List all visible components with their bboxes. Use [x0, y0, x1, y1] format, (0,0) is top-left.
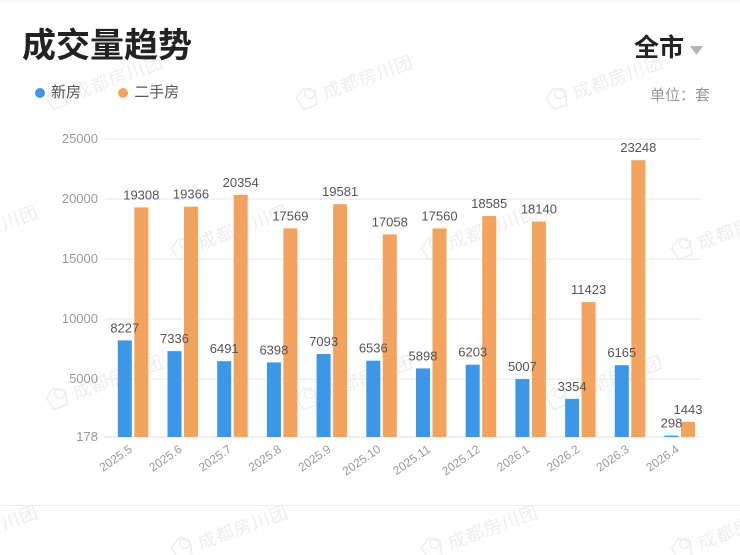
- svg-text:1443: 1443: [674, 402, 703, 417]
- svg-text:15000: 15000: [62, 251, 98, 266]
- svg-text:20000: 20000: [62, 191, 98, 206]
- svg-text:6536: 6536: [359, 341, 388, 356]
- svg-text:19308: 19308: [123, 187, 159, 202]
- svg-text:298: 298: [661, 416, 683, 431]
- svg-text:7336: 7336: [160, 331, 189, 346]
- svg-text:6165: 6165: [607, 345, 636, 360]
- svg-text:2025.8: 2025.8: [246, 442, 284, 475]
- svg-text:2025.6: 2025.6: [146, 442, 184, 475]
- svg-text:2026.2: 2026.2: [544, 442, 582, 475]
- svg-text:6398: 6398: [259, 342, 288, 357]
- svg-text:2026.4: 2026.4: [643, 442, 681, 475]
- svg-text:19581: 19581: [322, 184, 358, 199]
- svg-text:2025.12: 2025.12: [439, 442, 483, 479]
- svg-text:7093: 7093: [309, 334, 338, 349]
- svg-text:19366: 19366: [173, 187, 209, 202]
- svg-text:2025.11: 2025.11: [390, 442, 433, 478]
- svg-text:2026.1: 2026.1: [494, 442, 532, 475]
- svg-text:3354: 3354: [558, 379, 587, 394]
- svg-text:5007: 5007: [508, 359, 537, 374]
- svg-text:18140: 18140: [521, 202, 557, 217]
- svg-text:5898: 5898: [409, 348, 438, 363]
- svg-text:23248: 23248: [620, 140, 656, 155]
- svg-text:2025.5: 2025.5: [97, 442, 135, 475]
- svg-text:5000: 5000: [69, 371, 98, 386]
- svg-text:8227: 8227: [110, 320, 139, 335]
- svg-text:17569: 17569: [272, 208, 308, 223]
- svg-text:6491: 6491: [210, 341, 239, 356]
- svg-text:17560: 17560: [421, 208, 457, 223]
- svg-text:17058: 17058: [372, 214, 408, 229]
- svg-text:25000: 25000: [62, 131, 98, 146]
- svg-text:178: 178: [76, 429, 98, 444]
- svg-text:20354: 20354: [223, 175, 259, 190]
- svg-text:2025.10: 2025.10: [340, 442, 384, 479]
- svg-text:18585: 18585: [471, 196, 507, 211]
- svg-text:2025.9: 2025.9: [296, 442, 334, 475]
- svg-text:2026.3: 2026.3: [594, 442, 632, 475]
- svg-text:2025.7: 2025.7: [196, 442, 234, 475]
- svg-text:10000: 10000: [62, 311, 98, 326]
- svg-text:6203: 6203: [458, 345, 487, 360]
- svg-text:11423: 11423: [571, 282, 606, 297]
